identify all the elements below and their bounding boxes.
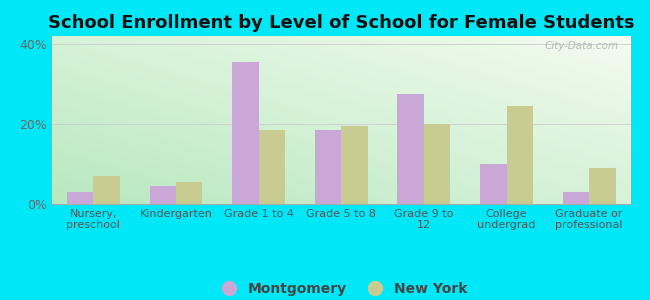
Bar <box>397 94 424 204</box>
Bar <box>424 124 450 204</box>
Bar <box>341 126 368 204</box>
Bar <box>480 164 506 204</box>
Text: City-Data.com: City-Data.com <box>545 41 619 51</box>
Bar <box>150 186 176 204</box>
Bar <box>563 192 589 204</box>
Legend: Montgomery, New York: Montgomery, New York <box>209 276 473 300</box>
Bar <box>315 130 341 204</box>
Bar <box>232 62 259 204</box>
Bar <box>506 106 533 204</box>
Bar <box>67 192 94 204</box>
Title: School Enrollment by Level of School for Female Students: School Enrollment by Level of School for… <box>48 14 634 32</box>
Bar <box>589 168 616 204</box>
Bar <box>259 130 285 204</box>
Bar <box>94 176 120 204</box>
Bar <box>176 182 202 204</box>
